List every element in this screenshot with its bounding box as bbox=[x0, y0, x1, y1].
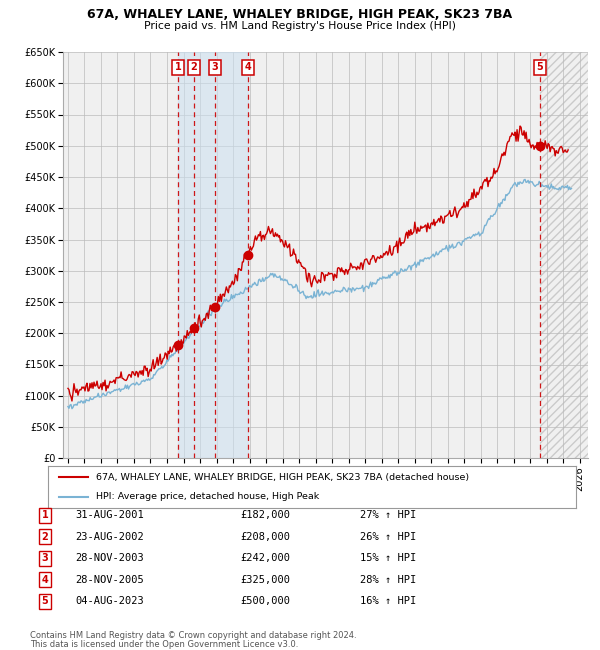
Text: 31-AUG-2001: 31-AUG-2001 bbox=[75, 510, 144, 521]
Text: 1: 1 bbox=[175, 62, 181, 72]
Text: 3: 3 bbox=[212, 62, 218, 72]
Text: 3: 3 bbox=[41, 553, 49, 564]
Text: 23-AUG-2002: 23-AUG-2002 bbox=[75, 532, 144, 542]
Text: 67A, WHALEY LANE, WHALEY BRIDGE, HIGH PEAK, SK23 7BA: 67A, WHALEY LANE, WHALEY BRIDGE, HIGH PE… bbox=[88, 8, 512, 21]
Text: 2: 2 bbox=[41, 532, 49, 542]
Text: 1: 1 bbox=[41, 510, 49, 521]
Text: 2: 2 bbox=[191, 62, 197, 72]
Text: 26% ↑ HPI: 26% ↑ HPI bbox=[360, 532, 416, 542]
Text: 4: 4 bbox=[41, 575, 49, 585]
Text: 28-NOV-2003: 28-NOV-2003 bbox=[75, 553, 144, 564]
Text: 15% ↑ HPI: 15% ↑ HPI bbox=[360, 553, 416, 564]
Text: 27% ↑ HPI: 27% ↑ HPI bbox=[360, 510, 416, 521]
Text: Price paid vs. HM Land Registry's House Price Index (HPI): Price paid vs. HM Land Registry's House … bbox=[144, 21, 456, 31]
Bar bbox=[178, 52, 248, 458]
Bar bbox=[540, 52, 588, 458]
Text: £208,000: £208,000 bbox=[240, 532, 290, 542]
Text: 28% ↑ HPI: 28% ↑ HPI bbox=[360, 575, 416, 585]
Text: £182,000: £182,000 bbox=[240, 510, 290, 521]
Text: 5: 5 bbox=[536, 62, 544, 72]
Text: £242,000: £242,000 bbox=[240, 553, 290, 564]
Text: 04-AUG-2023: 04-AUG-2023 bbox=[75, 596, 144, 606]
Text: 67A, WHALEY LANE, WHALEY BRIDGE, HIGH PEAK, SK23 7BA (detached house): 67A, WHALEY LANE, WHALEY BRIDGE, HIGH PE… bbox=[95, 473, 469, 482]
Text: This data is licensed under the Open Government Licence v3.0.: This data is licensed under the Open Gov… bbox=[30, 640, 298, 649]
Text: £500,000: £500,000 bbox=[240, 596, 290, 606]
Text: Contains HM Land Registry data © Crown copyright and database right 2024.: Contains HM Land Registry data © Crown c… bbox=[30, 631, 356, 640]
Text: 16% ↑ HPI: 16% ↑ HPI bbox=[360, 596, 416, 606]
Text: 28-NOV-2005: 28-NOV-2005 bbox=[75, 575, 144, 585]
Text: 4: 4 bbox=[245, 62, 251, 72]
Text: £325,000: £325,000 bbox=[240, 575, 290, 585]
Text: HPI: Average price, detached house, High Peak: HPI: Average price, detached house, High… bbox=[95, 493, 319, 501]
Text: 5: 5 bbox=[41, 596, 49, 606]
